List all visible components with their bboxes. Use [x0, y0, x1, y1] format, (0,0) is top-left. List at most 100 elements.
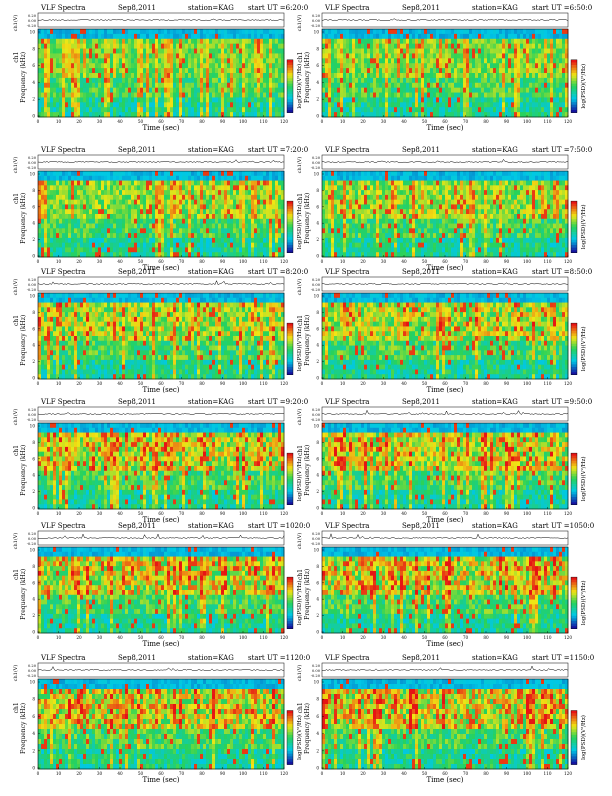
spectrogram-cell — [562, 112, 565, 117]
spectrogram-cell — [367, 97, 370, 102]
spectrogram-cell — [352, 228, 355, 233]
spectrogram-cell — [80, 190, 83, 195]
spectrogram-cell — [355, 252, 358, 257]
spectrogram-cell — [442, 78, 445, 83]
panel-date: Sep8,2011 — [402, 146, 440, 154]
spectrogram-cell — [161, 39, 164, 44]
spectrogram-cell — [337, 219, 340, 224]
spectrogram-cell — [104, 176, 107, 181]
spectrogram-cell — [191, 190, 194, 195]
colorbar-segment — [287, 209, 293, 212]
spectrogram-cell — [68, 171, 71, 176]
spectrogram-cell — [418, 68, 421, 73]
spectrogram-cell — [140, 29, 143, 34]
spectrogram-cell — [86, 181, 89, 186]
spectrogram-cell — [373, 58, 376, 63]
spectrogram-cell — [71, 181, 74, 186]
spectrogram-cell — [278, 190, 281, 195]
spectrogram-cell — [451, 34, 454, 39]
spectrogram-cell — [436, 102, 439, 107]
spectrogram-cell — [454, 29, 457, 34]
time-tick-label: 80 — [199, 259, 205, 264]
spectrogram-cell — [275, 200, 278, 205]
spectrogram-cell — [68, 224, 71, 229]
spectrogram-cell — [260, 93, 263, 98]
spectrogram-cell — [535, 93, 538, 98]
spectrogram-cell — [239, 204, 242, 209]
spectrogram-cell — [388, 78, 391, 83]
spectrogram-cell — [403, 53, 406, 58]
time-tick-label: 40 — [401, 119, 407, 124]
spectrogram-cell — [86, 97, 89, 102]
spectrogram-cell — [349, 176, 352, 181]
spectrogram-cell — [442, 88, 445, 93]
spectrogram-cell — [98, 190, 101, 195]
spectrogram-cell — [107, 78, 110, 83]
spectrogram-cell — [487, 97, 490, 102]
spectrogram-cell — [490, 39, 493, 44]
spectrogram-cell — [152, 88, 155, 93]
spectrogram-cell — [328, 83, 331, 88]
spectrogram-cell — [104, 107, 107, 112]
spectrogram-cell — [206, 252, 209, 257]
spectrogram-cell — [391, 49, 394, 54]
spectrogram-cell — [227, 252, 230, 257]
spectrogram-cell — [379, 102, 382, 107]
spectrogram-cell — [74, 49, 77, 54]
spectrogram-cell — [122, 195, 125, 200]
spectrogram-cell — [328, 195, 331, 200]
spectrogram-cell — [128, 195, 131, 200]
spectrogram-cell — [89, 93, 92, 98]
spectrogram-cell — [77, 171, 80, 176]
spectrogram-cell — [469, 39, 472, 44]
spectrogram-cell — [248, 252, 251, 257]
spectrogram-cell — [532, 107, 535, 112]
spectrogram-cell — [451, 53, 454, 58]
panel-title: VLF Spectra — [40, 146, 85, 154]
spectrogram-cell — [532, 63, 535, 68]
spectrogram-cell — [221, 176, 224, 181]
spectrogram-cell — [101, 102, 104, 107]
spectrogram-cell — [83, 88, 86, 93]
spectrogram-cell — [47, 247, 50, 252]
spectrogram-cell — [47, 238, 50, 243]
spectrogram-cell — [272, 209, 275, 214]
spectrogram-cell — [158, 204, 161, 209]
spectrogram-cell — [328, 200, 331, 205]
spectrogram-cell — [95, 190, 98, 195]
spectrogram-cell — [185, 228, 188, 233]
spectrogram-cell — [236, 185, 239, 190]
spectrogram-cell — [131, 34, 134, 39]
spectrogram-cell — [218, 112, 221, 117]
spectrogram-cell — [502, 39, 505, 44]
spectrogram-cell — [155, 93, 158, 98]
spectrogram-cell — [218, 83, 221, 88]
spectrogram-cell — [334, 83, 337, 88]
spectrogram-cell — [125, 233, 128, 238]
spectrogram-cell — [92, 181, 95, 186]
spectrogram-cell — [421, 83, 424, 88]
spectrogram-cell — [89, 181, 92, 186]
spectrogram-cell — [349, 53, 352, 58]
spectrogram-cell — [358, 171, 361, 176]
spectrogram-cell — [511, 29, 514, 34]
spectrogram-cell — [451, 97, 454, 102]
spectrogram-cell — [460, 44, 463, 49]
spectrogram-cell — [328, 209, 331, 214]
spectrogram-cell — [523, 53, 526, 58]
spectrogram-cell — [104, 252, 107, 257]
spectrogram-cell — [206, 107, 209, 112]
spectrogram-cell — [334, 53, 337, 58]
spectrogram-cell — [92, 83, 95, 88]
spectrogram-cell — [221, 107, 224, 112]
spectrogram-cell — [233, 73, 236, 78]
spectrogram-cell — [182, 252, 185, 257]
spectrogram-cell — [56, 252, 59, 257]
spectrogram-cell — [535, 112, 538, 117]
spectrogram-cell — [541, 49, 544, 54]
spectrogram-cell — [194, 88, 197, 93]
spectrogram-cell — [263, 219, 266, 224]
spectrogram-cell — [227, 238, 230, 243]
freq-tick-label: 10 — [30, 30, 36, 35]
spectrogram-cell — [529, 44, 532, 49]
